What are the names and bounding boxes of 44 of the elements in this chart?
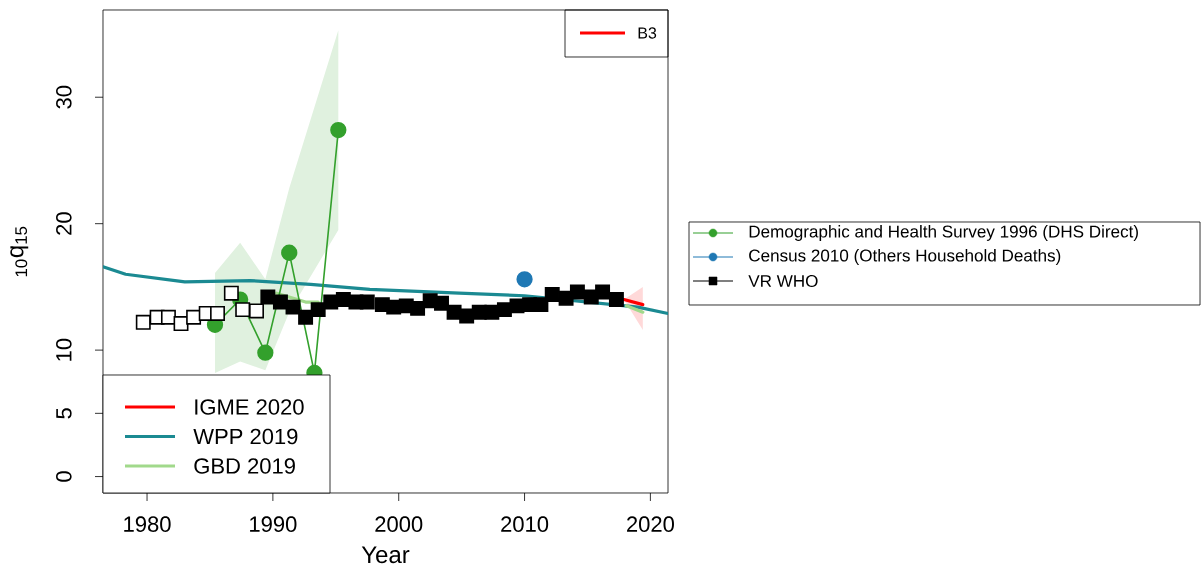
point bbox=[595, 284, 611, 300]
point bbox=[330, 121, 347, 139]
point bbox=[323, 294, 339, 310]
point bbox=[386, 299, 402, 315]
legend-label: VR WHO bbox=[748, 274, 818, 288]
point bbox=[569, 284, 585, 300]
point bbox=[516, 271, 533, 288]
line-series bbox=[103, 265, 669, 316]
point bbox=[533, 297, 549, 313]
point bbox=[496, 302, 512, 318]
point bbox=[298, 309, 314, 325]
legend-label: GBD 2019 bbox=[194, 458, 295, 474]
point bbox=[281, 244, 298, 261]
point bbox=[544, 287, 560, 302]
point bbox=[410, 300, 426, 316]
legend-label: Census 2010 (Others Household Deaths) bbox=[749, 249, 1061, 265]
point bbox=[285, 299, 301, 315]
legend-label: IGME 2020 bbox=[195, 399, 304, 415]
point bbox=[434, 295, 449, 311]
point bbox=[223, 285, 239, 301]
point bbox=[235, 302, 251, 318]
x-axis-title: Year bbox=[361, 546, 410, 564]
x-tick-label: 1990 bbox=[250, 516, 297, 532]
point bbox=[484, 304, 500, 320]
y-axis-title: $_{10}$q$_{15}$ bbox=[10, 226, 29, 277]
point bbox=[310, 302, 326, 318]
x-tick-label: 2000 bbox=[375, 516, 423, 532]
annotation: B3 bbox=[638, 27, 657, 39]
y-tick-label: 20 bbox=[56, 212, 72, 235]
x-tick-label: 2010 bbox=[501, 516, 549, 532]
legend-label: Demographic and Health Survey 1996 (DHS Direct) bbox=[749, 225, 1138, 241]
point bbox=[608, 292, 624, 308]
y-tick-label: 0 bbox=[56, 471, 72, 482]
point bbox=[359, 294, 375, 310]
legend-label: WPP 2019 bbox=[193, 428, 298, 445]
y-tick-label: 10 bbox=[56, 338, 72, 361]
x-tick-label: 2020 bbox=[627, 516, 674, 532]
y-tick-label: 5 bbox=[56, 408, 72, 419]
point bbox=[210, 305, 225, 321]
y-tick-label: 30 bbox=[56, 85, 72, 109]
x-tick-label: 1980 bbox=[124, 516, 171, 532]
point bbox=[249, 303, 264, 319]
point bbox=[272, 294, 288, 310]
point bbox=[257, 344, 274, 361]
